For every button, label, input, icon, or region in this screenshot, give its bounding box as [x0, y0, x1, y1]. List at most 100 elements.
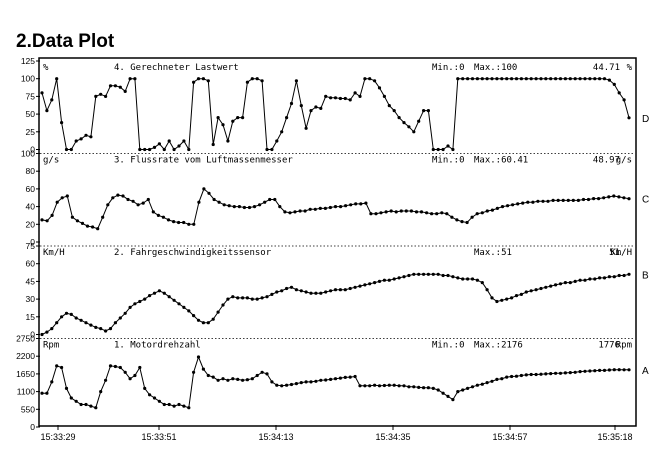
data-point [324, 378, 328, 382]
data-point [402, 384, 406, 388]
data-point [333, 96, 338, 100]
data-point [407, 273, 411, 278]
data-point [431, 147, 435, 152]
data-point [226, 139, 230, 143]
data-point [69, 312, 73, 316]
data-point [389, 209, 393, 213]
data-point [451, 398, 455, 402]
data-point [299, 381, 303, 385]
data-point [546, 199, 550, 203]
data-point [192, 222, 196, 226]
data-point [118, 365, 122, 370]
data-point [566, 198, 570, 202]
data-point [65, 194, 69, 198]
current-unit: Rpm [616, 341, 632, 351]
data-point [402, 275, 406, 279]
data-point [436, 272, 440, 276]
data-point [128, 305, 132, 309]
x-axis: 15:33:29 15:33:51 15:34:13 15:34:35 15:34:57… [40, 425, 633, 442]
data-point [79, 402, 83, 407]
data-point [108, 84, 113, 88]
y-tick-label: 40 [26, 202, 36, 212]
data-point [323, 206, 327, 210]
data-point [541, 199, 545, 203]
data-point [156, 213, 160, 217]
data-point [593, 77, 597, 81]
data-point [278, 205, 282, 209]
data-point [84, 402, 88, 407]
data-point [70, 215, 74, 219]
data-point [309, 109, 313, 113]
data-point [133, 302, 137, 306]
series-line-D [41, 78, 630, 152]
data-point [539, 286, 543, 291]
data-point [588, 277, 592, 281]
data-point [265, 147, 269, 152]
data-point [113, 321, 117, 325]
y-tick-label: 550 [21, 404, 35, 414]
data-point [314, 105, 318, 109]
data-point [558, 282, 563, 286]
data-point [45, 219, 49, 223]
panel-B: 0 15 30 45 60 75 Km/H 2. Fahrgeschwindigkeitsse… [26, 241, 649, 340]
data-point [138, 147, 142, 152]
data-point [554, 77, 558, 81]
data-point [187, 406, 191, 410]
data-point [94, 325, 98, 329]
data-point [40, 218, 44, 222]
data-point [593, 369, 597, 373]
data-point [622, 98, 626, 102]
data-point [563, 281, 568, 285]
data-point [241, 296, 245, 300]
unit-label: g/s [43, 156, 59, 166]
data-point [152, 291, 157, 295]
data-point [544, 372, 548, 376]
data-point [573, 370, 577, 374]
data-point [445, 212, 449, 216]
y-tick-label: 15 [26, 312, 36, 322]
data-point [227, 204, 231, 208]
data-point [607, 195, 611, 199]
data-point [534, 288, 538, 292]
data-point [91, 225, 95, 229]
data-point [558, 371, 563, 375]
data-point [133, 373, 137, 378]
data-point [201, 321, 205, 325]
data-point [182, 404, 186, 408]
data-point [241, 378, 245, 382]
y-tick-label: 0 [30, 145, 35, 155]
data-point [324, 290, 328, 294]
data-point [50, 98, 54, 102]
data-point [304, 380, 308, 384]
data-point [490, 77, 494, 81]
data-point [612, 82, 616, 86]
series-letter: A [642, 366, 649, 377]
data-point [226, 297, 230, 301]
data-point [146, 197, 150, 202]
panel-D: 0 25 50 75 100 125% 4. Gerechneter Lastwert Min… [21, 56, 649, 155]
data-point [377, 86, 382, 90]
data-point [519, 373, 524, 378]
series-title: 3. Flussrate vom Luftmassenmesser [114, 156, 293, 166]
data-point [231, 377, 235, 381]
data-point [40, 391, 44, 395]
data-point [392, 383, 396, 387]
data-point [485, 381, 489, 385]
y-tick-label: 75 [26, 91, 36, 101]
data-point [602, 368, 607, 372]
data-point [430, 212, 434, 216]
unit-label: Rpm [43, 341, 59, 351]
series-line-B [41, 273, 630, 335]
data-point [417, 119, 421, 123]
data-point [506, 204, 510, 208]
data-point [554, 283, 558, 287]
data-point [524, 373, 528, 377]
data-point [407, 385, 411, 389]
data-point [495, 299, 499, 304]
panel-C: 0 20 40 60 80 100 g/s 3. Flussrate vom Luftmass… [21, 149, 649, 248]
series-letter: B [642, 270, 649, 281]
data-point [288, 211, 292, 215]
data-point [441, 273, 445, 278]
data-point [138, 365, 142, 370]
data-point [143, 386, 147, 390]
